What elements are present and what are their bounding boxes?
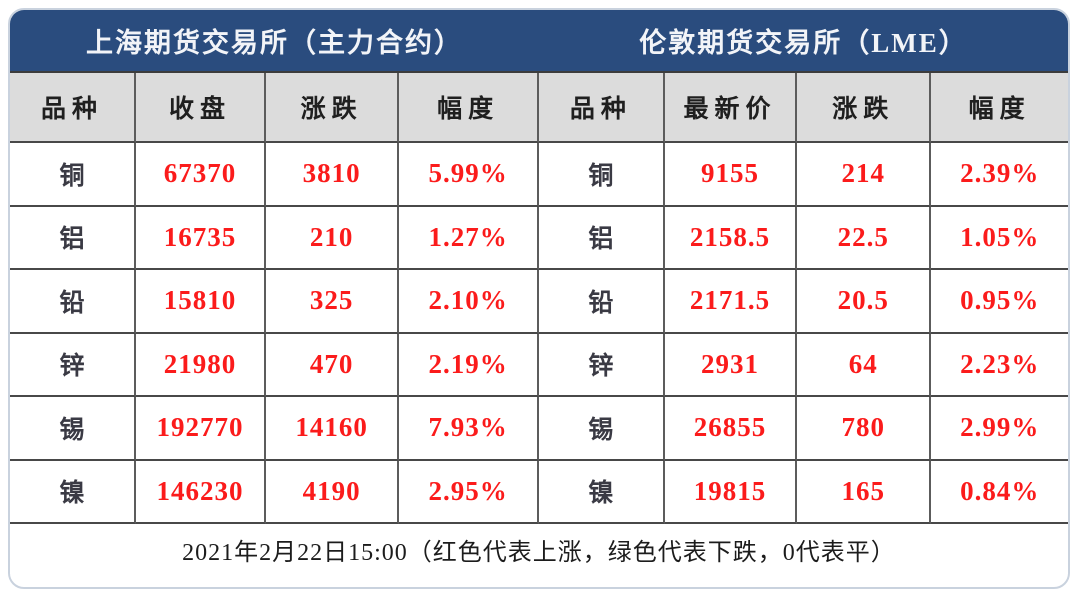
col-header-lme-commodity: 品种	[538, 73, 665, 143]
lme-title: 伦敦期货交易所（LME）	[639, 28, 968, 58]
commodity-cell: 镍	[10, 460, 136, 524]
col-header-lme-change: 涨跌	[797, 73, 932, 143]
value-cell: 0.95%	[931, 270, 1068, 334]
commodity-cell: 锡	[538, 397, 665, 461]
timestamp-legend-note: 2021年2月22日15:00（红色代表上涨，绿色代表下跌，0代表平）	[10, 524, 1068, 574]
value-cell: 7.93%	[399, 397, 539, 461]
value-cell: 2.39%	[931, 143, 1068, 207]
value-cell: 3810	[266, 143, 400, 207]
value-cell: 2.99%	[931, 397, 1068, 461]
value-cell: 21980	[135, 333, 267, 397]
col-header-shfe-percent: 幅度	[399, 73, 539, 143]
value-cell: 19815	[664, 460, 798, 524]
commodity-cell: 镍	[538, 460, 665, 524]
value-cell: 9155	[664, 143, 798, 207]
value-cell: 2158.5	[664, 206, 798, 270]
value-cell: 0.84%	[931, 460, 1068, 524]
value-cell: 214	[797, 143, 932, 207]
value-cell: 26855	[664, 397, 798, 461]
value-cell: 67370	[135, 143, 267, 207]
value-cell: 165	[797, 460, 932, 524]
value-cell: 2931	[664, 333, 798, 397]
col-header-shfe-change: 涨跌	[266, 73, 400, 143]
value-cell: 192770	[135, 397, 267, 461]
value-cell: 146230	[135, 460, 267, 524]
price-table-card: 上海期货交易所（主力合约） 伦敦期货交易所（LME） 品种 收盘 涨跌 幅度 品…	[8, 8, 1070, 589]
value-cell: 2.10%	[399, 270, 539, 334]
commodity-cell: 铅	[538, 270, 665, 334]
value-cell: 16735	[135, 206, 267, 270]
value-cell: 64	[797, 333, 932, 397]
value-cell: 325	[266, 270, 400, 334]
commodity-cell: 铝	[10, 206, 136, 270]
price-table: 品种 收盘 涨跌 幅度 品种 最新价 涨跌 幅度 铜 67370 3810 5.…	[10, 73, 1068, 574]
commodity-cell: 锌	[538, 333, 665, 397]
value-cell: 4190	[266, 460, 400, 524]
commodity-cell: 锡	[10, 397, 136, 461]
value-cell: 20.5	[797, 270, 932, 334]
commodity-cell: 铜	[10, 143, 136, 207]
value-cell: 22.5	[797, 206, 932, 270]
col-header-lme-percent: 幅度	[931, 73, 1068, 143]
shfe-title: 上海期货交易所（主力合约）	[86, 28, 463, 58]
col-header-shfe-close: 收盘	[135, 73, 267, 143]
value-cell: 2171.5	[664, 270, 798, 334]
value-cell: 780	[797, 397, 932, 461]
col-header-shfe-commodity: 品种	[10, 73, 136, 143]
commodity-cell: 锌	[10, 333, 136, 397]
commodity-cell: 铝	[538, 206, 665, 270]
value-cell: 15810	[135, 270, 267, 334]
commodity-cell: 铅	[10, 270, 136, 334]
commodity-cell: 铜	[538, 143, 665, 207]
value-cell: 470	[266, 333, 400, 397]
value-cell: 14160	[266, 397, 400, 461]
value-cell: 2.95%	[399, 460, 539, 524]
value-cell: 2.19%	[399, 333, 539, 397]
exchange-title-band: 上海期货交易所（主力合约） 伦敦期货交易所（LME）	[10, 10, 1068, 73]
value-cell: 1.05%	[931, 206, 1068, 270]
value-cell: 210	[266, 206, 400, 270]
value-cell: 5.99%	[399, 143, 539, 207]
value-cell: 2.23%	[931, 333, 1068, 397]
value-cell: 1.27%	[399, 206, 539, 270]
col-header-lme-latest: 最新价	[664, 73, 798, 143]
